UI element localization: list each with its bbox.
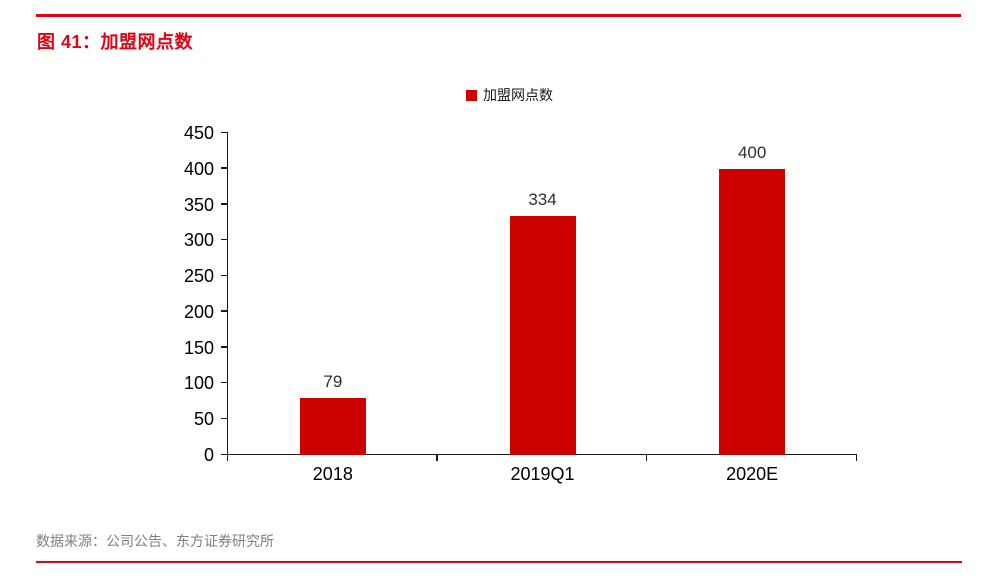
bar-2020E [719,168,786,455]
y-axis-tick-label: 0 [203,445,214,465]
y-axis-tick [221,346,228,348]
figure-title: 图 41：加盟网点数 [37,32,194,52]
data-source-note: 数据来源：公司公告、东方证券研究所 [36,533,274,549]
y-axis-tick-label: 350 [183,194,214,215]
x-axis-category-label: 2018 [312,464,353,484]
y-axis-tick [221,167,228,169]
y-axis-tick [221,238,228,241]
y-axis-tick-label: 250 [183,266,214,287]
y-axis-tick [221,274,228,277]
y-axis-tick-label: 450 [183,123,214,143]
y-axis-line [226,133,228,461]
legend-swatch-icon [466,89,477,101]
chart-legend: 加盟网点数 [466,85,553,105]
x-axis-category-label: 2020E [726,464,779,484]
y-axis-tick [221,203,228,205]
y-axis-tick-label: 150 [183,337,214,358]
y-axis-tick-label: 100 [183,373,214,394]
bar-value-label: 334 [528,190,557,209]
bottom-divider-rule [36,561,962,563]
y-axis-tick [221,310,228,312]
y-axis-tick-label: 400 [183,158,214,179]
y-axis-tick [221,381,228,384]
x-axis-tick [226,455,228,461]
bar-value-label: 79 [323,372,343,392]
x-axis-category-label: 2019Q1 [510,464,575,484]
x-axis-tick [645,455,648,461]
x-axis-tick [436,455,438,461]
y-axis-tick [221,453,228,455]
y-axis-tick-label: 50 [193,409,214,430]
bar-value-label: 400 [737,142,767,162]
bar-2019Q1 [509,216,576,455]
y-axis-tick [221,131,228,133]
legend-series-label: 加盟网点数 [483,87,553,103]
y-axis-tick-label: 300 [183,230,214,251]
x-axis-tick [855,455,857,461]
top-divider-rule [36,14,961,17]
bar-2018 [299,398,366,455]
y-axis-tick [221,417,228,420]
y-axis-tick-label: 200 [183,301,214,322]
